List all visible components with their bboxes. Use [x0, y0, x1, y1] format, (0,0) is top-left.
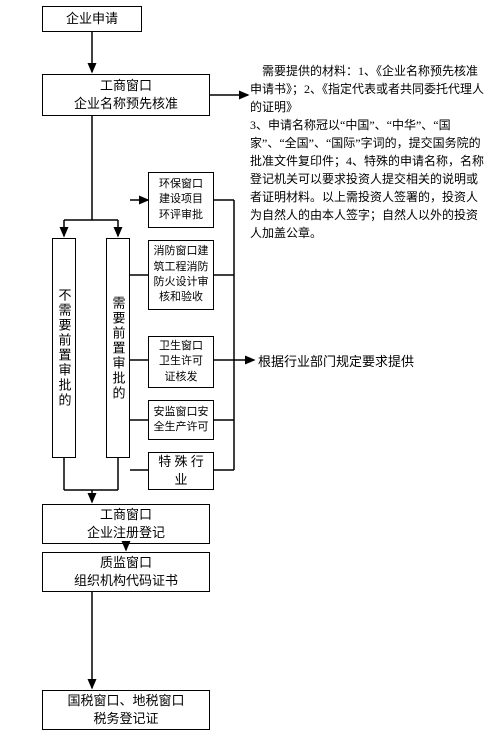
arrows-layer [0, 0, 500, 745]
